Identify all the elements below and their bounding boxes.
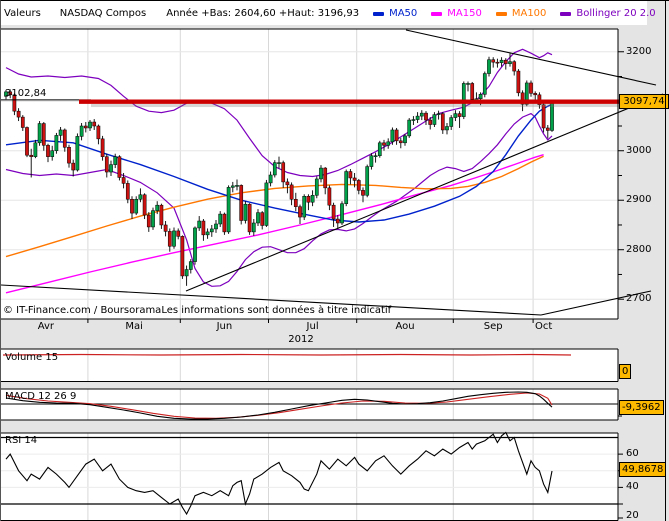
legend-item-label[interactable]: MA150: [447, 7, 482, 19]
volume-ma-line: [2, 353, 572, 356]
rsi-tick-label: 20: [626, 510, 639, 521]
month-label: Aou: [395, 321, 415, 332]
legend-item-label[interactable]: MA50: [389, 7, 418, 19]
ma100-swatch-icon: [495, 11, 507, 16]
disclaimer-label: Les informations sont données à titre in…: [161, 305, 392, 316]
legend-bar: Valeurs NASDAQ Compos Année +Bas: 2604,6…: [1, 1, 656, 25]
bollinger-upper-line: [5, 48, 553, 178]
macd-line: [5, 391, 553, 420]
month-label: Jun: [216, 321, 233, 332]
ma150-line: [5, 154, 544, 294]
price-tick-label: 2700: [626, 293, 652, 305]
valeurs-label: Valeurs: [4, 7, 41, 19]
rsi-panel-title: RSI 14: [5, 435, 38, 446]
volume-panel-title: Volume 15: [5, 352, 59, 363]
macd-value-box: -9,3962: [619, 400, 664, 415]
rsi-line: [5, 431, 553, 516]
instrument-name[interactable]: NASDAQ Compos: [59, 7, 147, 19]
trendlines: [1, 29, 664, 316]
bollinger-20-2-0-swatch-icon: [560, 11, 572, 16]
legend-item-label[interactable]: Bollinger 20 2.0: [576, 7, 656, 19]
resistance-level: [1, 99, 620, 108]
price-tick-label: 2800: [626, 243, 652, 255]
month-label: Sep: [483, 321, 503, 332]
footer-note: © IT-Finance.com / BoursoramaLes informa…: [3, 305, 391, 316]
macd-signal-line: [5, 392, 553, 419]
indicator-legend: MA50 MA150 MA100 Bollinger 20 2.0: [359, 8, 656, 19]
year-range-label: Année +Bas: 2604,60 +Haut: 3196,93: [166, 7, 360, 19]
ma50-line: [5, 103, 553, 223]
copyright-label[interactable]: © IT-Finance.com / Boursorama: [3, 305, 162, 316]
price-tick-label: 3200: [626, 45, 652, 57]
volume-value-box: 0: [619, 364, 632, 379]
ma150-swatch-icon: [431, 11, 443, 16]
window-right-border: [665, 1, 666, 521]
rsi-tick-label: 60: [626, 448, 639, 460]
month-label: Jul: [306, 321, 319, 332]
macd-panel-title: MACD 12 26 9: [5, 391, 77, 402]
price-tick-label: 2900: [626, 194, 652, 206]
ma100-line: [5, 155, 544, 258]
rsi-tick-label: 40: [626, 481, 639, 493]
x-axis-year-label: 2012: [288, 334, 314, 345]
month-label: Mai: [125, 321, 143, 332]
month-label: Avr: [37, 321, 55, 332]
legend-item-label[interactable]: MA100: [511, 7, 547, 19]
last-price-box: 3097,74: [619, 94, 669, 109]
price-tick-label: 3000: [626, 144, 652, 156]
month-label: Oct: [534, 321, 553, 332]
resistance-level-label: 3102,84: [5, 88, 47, 99]
ma50-swatch-icon: [373, 11, 385, 16]
month-gridlines: [87, 29, 534, 521]
rsi-value-box: 49,8678: [619, 462, 667, 477]
